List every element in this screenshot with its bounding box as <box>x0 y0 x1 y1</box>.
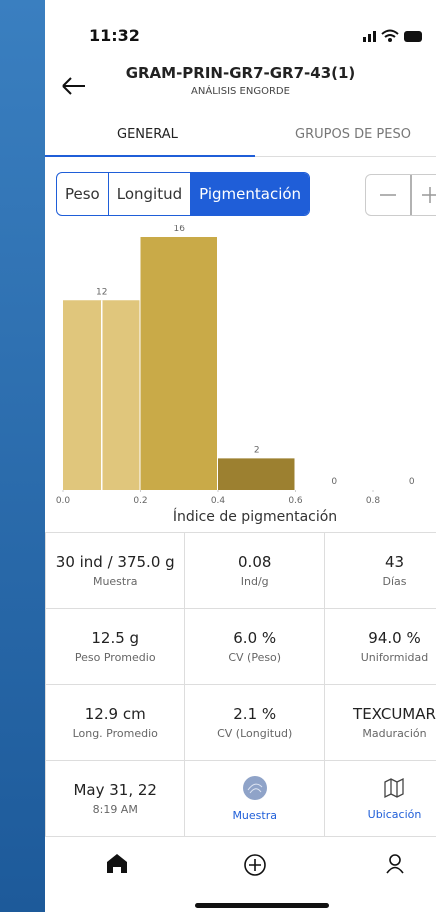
x-tick-label: 0.4 <box>211 496 226 506</box>
profile-icon[interactable] <box>386 854 404 874</box>
segmented-control: Peso Longitud Pigmentación <box>56 172 311 216</box>
back-button[interactable] <box>61 76 87 96</box>
stat-label: Uniformidad <box>360 651 429 664</box>
value-label: 0 <box>331 477 337 487</box>
home-icon[interactable] <box>107 854 127 873</box>
stat-value: 0.08 <box>238 553 272 571</box>
time-label: 8:19 AM <box>92 803 138 816</box>
stat-label: Maduración <box>362 727 427 740</box>
map-icon <box>384 777 405 799</box>
x-tick-label: 0.2 <box>133 496 147 506</box>
stat-label: Peso Promedio <box>74 651 156 664</box>
value-label: 16 <box>174 225 186 234</box>
x-axis-label: Índice de pigmentación <box>173 508 337 525</box>
tab[interactable]: GRUPOS DE PESO <box>295 127 411 142</box>
segment[interactable]: Peso <box>57 173 109 215</box>
stat-value: 12.9 cm <box>84 705 146 723</box>
stat-label: Ind/g <box>240 575 269 588</box>
title: GRAM-PRIN-GR7-GR7-43(1) <box>125 64 356 82</box>
stat-value: TEXCUMAR <box>353 705 436 723</box>
stepper[interactable] <box>365 174 436 216</box>
link-label: Ubicación <box>367 808 422 821</box>
location-button[interactable]: Ubicación <box>323 760 436 837</box>
bar <box>140 237 217 490</box>
segment[interactable]: Longitud <box>109 173 192 215</box>
stat-value: 43 <box>384 553 405 571</box>
screen: 11:32 GRAM-PRIN-GR7-GR7-43(1) ANÁLISIS E… <box>45 0 436 912</box>
bar <box>218 458 295 490</box>
stats-table: 30 ind / 375.0 g Muestra 0.08 Ind/g 43 Días… <box>45 532 436 837</box>
x-tick-label: 0.0 <box>56 496 71 506</box>
sample-image <box>242 776 267 800</box>
value-label: 2 <box>254 445 260 455</box>
segment[interactable]: Pigmentación <box>191 173 310 215</box>
add-icon[interactable] <box>244 854 266 876</box>
tab-indicator <box>45 155 255 157</box>
stat-label: Long. Promedio <box>72 727 158 740</box>
date: May 31, 22 <box>73 781 157 799</box>
stat-label: Días <box>382 575 407 588</box>
stat-value: 30 ind / 375.0 g <box>55 553 175 571</box>
value-label: 0 <box>409 477 415 487</box>
time: 11:32 <box>89 26 140 45</box>
value-label: 12 <box>96 287 107 297</box>
sample-button[interactable]: Muestra <box>184 760 325 837</box>
bottom-nav <box>107 854 404 908</box>
stat-value: 2.1 % <box>233 705 277 723</box>
stat-label: CV (Longitud) <box>217 727 293 740</box>
tab[interactable]: GENERAL <box>117 127 178 142</box>
stat-label: CV (Peso) <box>228 651 282 664</box>
status-icons <box>363 29 422 42</box>
x-tick-label: 0.8 <box>366 496 381 506</box>
stat-value: 94.0 % <box>368 629 421 647</box>
x-tick-label: 0.6 <box>288 496 303 506</box>
stat-value: 12.5 g <box>91 629 140 647</box>
subtitle: ANÁLISIS ENGORDE <box>191 86 290 97</box>
link-label: Muestra <box>232 809 277 822</box>
stat-value: 6.0 % <box>233 629 277 647</box>
stat-label: Muestra <box>92 575 138 588</box>
home-indicator <box>195 903 329 908</box>
